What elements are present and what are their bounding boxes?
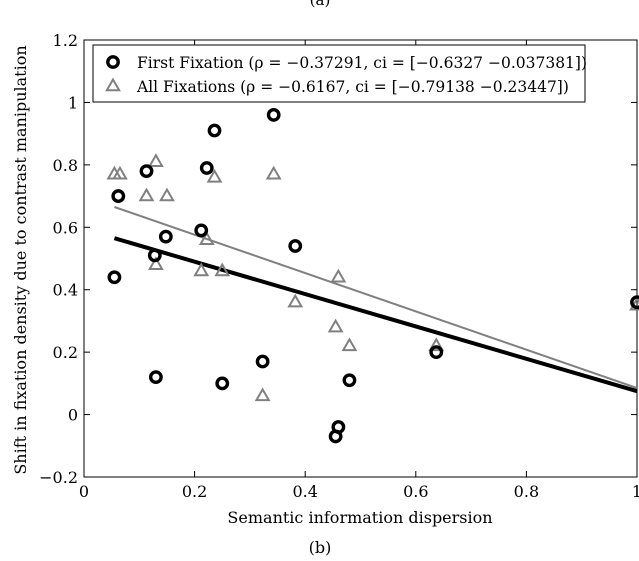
first-fixation-point [207,123,222,138]
y-tick-label: −0.2 [39,468,78,487]
y-tick-label: 0.6 [53,218,78,237]
first-fixation-point [107,270,122,285]
all-fixations-point [330,268,347,283]
legend-triangle-marker [105,77,121,92]
x-axis-label: Semantic information dispersion [227,508,492,527]
x-tick-label: 1 [632,482,639,501]
first-fixation-point [266,108,281,122]
all-fixations-point [147,256,164,270]
all-fixations-point [265,165,282,180]
all-fixations-point [327,318,344,333]
first-fixation-point [111,189,126,203]
y-tick-label: 0.8 [53,156,78,175]
legend-box [92,44,586,103]
first-fixation-point [148,370,163,385]
first-fixation-point [139,164,154,179]
all-fixations-point [193,262,210,277]
first-fixation-point [199,161,214,175]
first-fixation-point [158,229,173,244]
all-fixations-point [206,168,223,183]
first-fixation-point [429,345,444,360]
y-tick-label: 1 [68,93,78,112]
x-tick-label: 0.8 [514,482,539,501]
y-tick-label: 0.4 [53,281,78,300]
first-fixation-point [255,354,270,369]
all-fixations-point [287,293,304,308]
x-tick-label: 0 [79,482,89,501]
all-fixations-point [159,187,175,202]
first-fixation-fit-line [113,236,638,394]
x-tick-label: 0.4 [292,482,317,501]
all-fixations-point [138,187,155,202]
first-fixation-point [147,248,162,263]
all-fixations-point [254,387,271,402]
all-fixations-fit-line [114,206,638,389]
y-tick-label: 0.2 [53,343,78,362]
all-fixations-point [214,262,231,277]
all-fixations-point [147,153,164,167]
all-fixations-point [112,165,128,180]
all-fixations-point [428,337,445,352]
legend-label-all-fixations: All Fixations (ρ = −0.6167, ci = [−0.791… [136,78,569,96]
all-fixations-point [198,231,215,245]
first-fixation-point [342,373,357,388]
top-caption: (a) [310,0,331,9]
all-fixations-point [629,296,639,311]
first-fixation-point [194,223,209,238]
y-tick-label: 1.2 [53,31,78,50]
plot-area: 0 0.2 0.4 0.6 0.8 1−0.200.20.40.60.811.2First… [39,31,639,501]
plot-frame [83,39,638,478]
x-tick-label: 0.2 [182,482,207,501]
legend-label-first-fixation: First Fixation (ρ = −0.37291, ci = [−0.6… [137,54,587,72]
legend-circle-marker [106,55,120,69]
y-axis-label: Shift in fixation density due to contras… [11,45,30,474]
first-fixation-point [288,239,303,253]
x-tick-label: 0.6 [403,482,428,501]
first-fixation-point [331,420,346,434]
all-fixations-point [341,337,358,352]
y-tick-label: 0 [68,406,78,425]
bottom-caption: (b) [309,538,332,557]
first-fixation-point [215,376,230,391]
first-fixation-point [630,295,639,310]
